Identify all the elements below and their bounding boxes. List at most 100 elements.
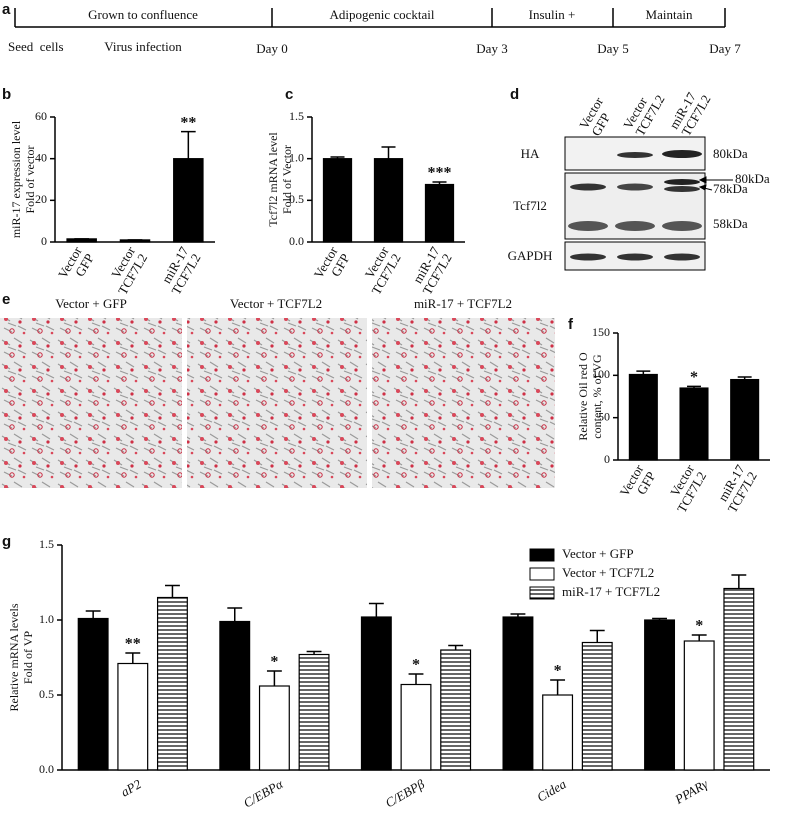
size-label: 80kDa	[735, 171, 770, 186]
legend-label: Vector + GFP	[562, 546, 634, 561]
row-label: GAPDH	[508, 248, 553, 263]
y-tick-label: 40	[35, 150, 47, 164]
significance: **	[125, 636, 141, 653]
y-axis-title: Relative mRNA levels	[7, 603, 21, 711]
bar	[628, 373, 658, 461]
bar	[173, 158, 204, 243]
y-tick-label: 60	[35, 109, 47, 123]
error-bar	[691, 634, 707, 641]
error-bar	[165, 584, 180, 598]
event: Day 5	[597, 41, 628, 56]
error-bar	[731, 574, 747, 589]
error-bar	[227, 607, 243, 622]
x-tick-label: C/EBPα	[241, 776, 287, 811]
error-bar	[636, 370, 651, 375]
bar	[360, 616, 392, 771]
significance: ***	[428, 165, 452, 182]
stage: Insulin +	[529, 7, 576, 22]
x-tick-label-text: aP2	[118, 776, 144, 800]
y-axis-title-line: Fold of VP	[21, 631, 35, 684]
y-tick-label: 1.0	[289, 150, 304, 164]
arrow	[698, 176, 733, 191]
caption: miR-17 + TCF7L2	[414, 296, 512, 311]
y-axis-title: Relative Oil red O	[576, 352, 590, 441]
size-label: 58kDa	[713, 216, 748, 231]
band	[662, 150, 702, 158]
micrograph	[187, 318, 367, 488]
error-bar	[408, 673, 424, 685]
y-axis-title-line: Relative mRNA levels	[7, 603, 21, 711]
y-tick-label: 0	[41, 234, 47, 248]
bar	[219, 620, 251, 771]
significance: *	[690, 369, 698, 386]
y-tick-label: 0.5	[289, 192, 304, 206]
error-bar	[448, 644, 464, 650]
row-label: Tcf7l2	[513, 198, 547, 213]
micrograph	[372, 318, 555, 488]
y-axis-title-line: Relative Oil red O	[576, 352, 590, 441]
x-tick-label-text: C/EBPβ	[383, 776, 428, 811]
y-tick-label: 50	[598, 409, 610, 423]
panel-label: a	[2, 1, 11, 18]
bar	[156, 596, 188, 771]
band	[617, 152, 653, 158]
y-axis-title: Fold of VP	[21, 631, 35, 684]
legend-swatch	[529, 586, 555, 600]
significance: *	[554, 663, 562, 680]
caption: Vector + TCF7L2	[230, 296, 322, 311]
legend-label: miR-17 + TCF7L2	[562, 584, 660, 599]
band	[568, 221, 608, 231]
event: Virus infection	[104, 39, 182, 54]
panel-label: e	[2, 291, 10, 308]
event: Day 3	[476, 41, 507, 56]
legend-swatch	[529, 548, 555, 562]
x-tick-label-text: Cidea	[534, 776, 569, 805]
panel-label: d	[510, 86, 519, 103]
y-axis-title-line: Fold of vector	[23, 146, 37, 214]
band	[662, 221, 702, 231]
size-label: 78kDa	[713, 181, 748, 196]
size-label: 80kDa	[713, 146, 748, 161]
bar	[440, 649, 472, 771]
y-axis-title: Fold of vector	[23, 146, 37, 214]
band	[570, 253, 606, 261]
bar	[400, 683, 432, 771]
band	[617, 253, 653, 261]
y-tick-label: 0.5	[39, 687, 54, 701]
bar	[117, 662, 149, 771]
y-axis-title: content, % of VG	[590, 354, 604, 439]
stage: Grown to confluence	[88, 7, 198, 22]
legend-label: Vector + TCF7L2	[562, 565, 654, 580]
y-tick-label: 1.5	[39, 537, 54, 551]
event: Day 0	[256, 41, 287, 56]
significance: *	[270, 654, 278, 671]
bar	[502, 616, 534, 771]
bar	[679, 387, 709, 461]
x-tick-label-text: C/EBPα	[241, 776, 287, 811]
error-bar	[85, 610, 101, 619]
band	[664, 186, 700, 192]
error-bar	[687, 385, 701, 389]
panel-label: b	[2, 86, 11, 103]
panel-label: f	[568, 316, 574, 333]
y-tick-label: 100	[592, 367, 610, 381]
y-tick-label: 0.0	[39, 762, 54, 776]
panel-label: g	[2, 533, 11, 550]
y-axis-title-line: miR-17 expression level	[9, 120, 23, 238]
bar	[77, 617, 109, 771]
y-tick-label: 150	[592, 325, 610, 339]
micrograph	[0, 318, 182, 488]
bar	[723, 587, 755, 771]
x-tick-label: PPARγ	[671, 776, 711, 808]
band	[664, 253, 700, 261]
band	[664, 179, 700, 185]
bar	[581, 641, 613, 771]
bar	[322, 158, 353, 243]
error-bar	[510, 613, 526, 617]
y-tick-label: 20	[35, 192, 47, 206]
